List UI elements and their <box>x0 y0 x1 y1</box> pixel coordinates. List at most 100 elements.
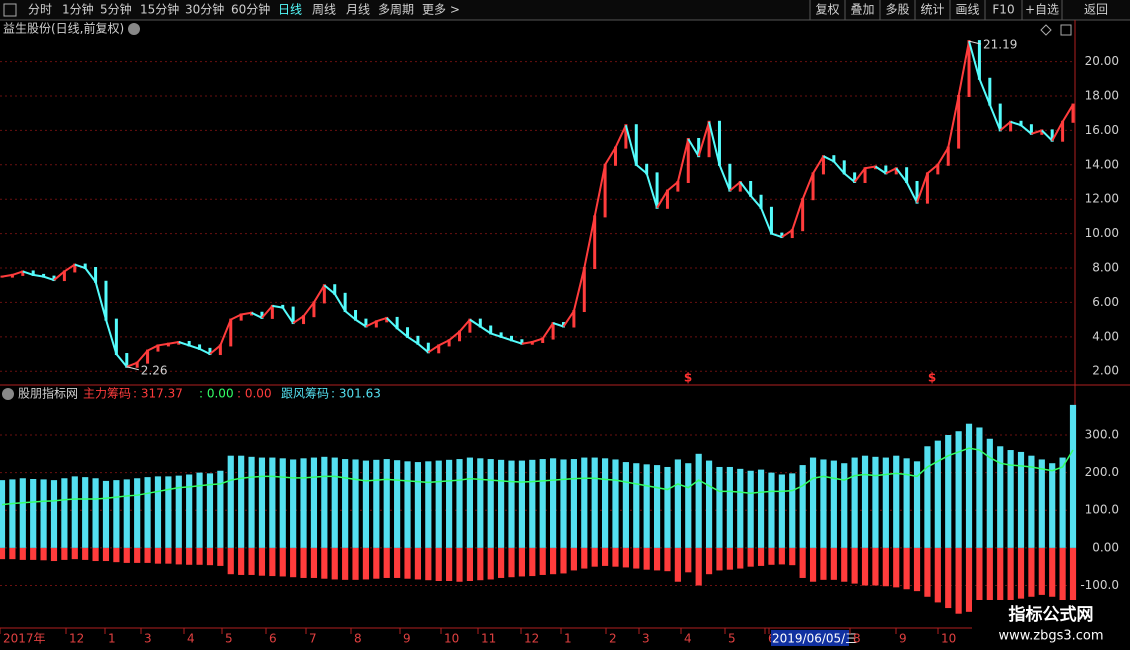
indicator-bar <box>643 464 650 548</box>
price-segment <box>147 344 159 352</box>
indicator-bar <box>269 547 276 577</box>
y-tick-label: 10.00 <box>1085 226 1119 240</box>
indicator-bar <box>570 459 577 548</box>
candle <box>395 316 399 330</box>
price-segment <box>354 318 367 328</box>
indicator-bar <box>1028 455 1035 548</box>
menu-icon[interactable] <box>3 3 17 17</box>
price-segment <box>521 341 533 345</box>
candle <box>686 137 690 183</box>
indicator-bar <box>695 547 702 586</box>
candle <box>104 280 108 321</box>
candle <box>218 344 222 356</box>
diamond-icon[interactable] <box>1040 24 1052 36</box>
date-label: 2019/06/05/三 <box>772 632 857 646</box>
indicator-bar <box>882 547 889 587</box>
indicator-bar <box>113 547 120 563</box>
annotation: 2.26 <box>141 363 168 377</box>
price-segment <box>84 267 97 283</box>
toolbar-button[interactable]: 复权 <box>815 3 839 17</box>
indicator-bar <box>362 547 370 580</box>
toolbar-button[interactable]: +自选 <box>1025 3 1059 17</box>
toolbar-item[interactable]: 日线 <box>278 3 302 17</box>
toolbar-button[interactable]: F10 <box>992 3 1014 17</box>
dropdown-icon[interactable] <box>2 388 14 400</box>
candle <box>62 270 66 282</box>
indicator-bar <box>352 459 359 548</box>
indicator-bar <box>768 547 775 565</box>
candle <box>42 273 46 278</box>
indicator-bar <box>550 547 557 575</box>
date-label: 4 <box>684 632 692 646</box>
panel-icon[interactable] <box>1060 24 1072 36</box>
toolbar-item[interactable]: 60分钟 <box>231 2 270 17</box>
y-tick-label: 6.00 <box>1092 295 1119 309</box>
toolbar-item[interactable]: 周线 <box>312 3 336 17</box>
dropdown-icon[interactable] <box>128 23 140 35</box>
toolbar-item[interactable]: 15分钟 <box>140 2 179 17</box>
price-segment <box>843 172 856 183</box>
price-segment <box>323 284 336 295</box>
indicator-bar <box>799 465 806 548</box>
indicator-bar <box>154 547 162 564</box>
toolbar-item[interactable]: 5分钟 <box>100 2 132 17</box>
indicator-bar <box>581 457 588 548</box>
toolbar-button[interactable]: 画线 <box>955 3 979 17</box>
price-segment <box>386 317 398 329</box>
candle <box>333 284 337 295</box>
indicator-bar <box>508 547 515 578</box>
candle <box>10 273 14 278</box>
toolbar-item[interactable]: 1分钟 <box>62 2 94 17</box>
price-segment <box>1031 129 1043 135</box>
y-tick-label: 16.00 <box>1085 123 1119 137</box>
indicator-bar <box>498 459 505 548</box>
indicator-bar <box>737 547 744 569</box>
indicator-bar <box>1007 547 1014 601</box>
indicator-bar <box>965 547 973 612</box>
candle <box>322 284 326 304</box>
toolbar-item[interactable]: 分时 <box>28 3 52 17</box>
toolbar-button[interactable]: 返回 <box>1084 3 1108 17</box>
toolbar-button[interactable]: 多股 <box>885 3 909 17</box>
indicator-bar <box>664 466 671 548</box>
indicator-bar <box>206 547 214 566</box>
date-label: 5 <box>225 632 233 646</box>
toolbar-item[interactable]: 30分钟 <box>185 2 224 17</box>
y-tick-label: 4.00 <box>1092 329 1119 343</box>
price-segment <box>136 349 149 364</box>
toolbar-button[interactable]: 叠加 <box>850 3 874 17</box>
candle <box>166 342 170 347</box>
candle <box>801 198 805 232</box>
indicator-bar <box>820 459 827 548</box>
price-segment <box>22 270 34 276</box>
candle <box>603 163 607 218</box>
toolbar-item[interactable]: 多周期 <box>378 3 414 17</box>
price-segment <box>1010 120 1022 127</box>
indicator-bar <box>40 479 47 548</box>
indicator-bar <box>882 457 889 548</box>
toolbar-item[interactable]: 更多 > <box>422 3 460 17</box>
watermark-title: 指标公式网 <box>1009 604 1094 625</box>
indicator-bar <box>705 547 713 575</box>
y-tick-label: 0.00 <box>1092 540 1119 554</box>
y-tick-label: -100.0 <box>1080 578 1119 592</box>
toolbar-item[interactable]: 月线 <box>346 3 370 17</box>
indicator-bar <box>934 440 941 548</box>
y-tick-label: 14.00 <box>1085 157 1119 171</box>
price-segment <box>365 320 377 328</box>
price-segment <box>1061 104 1074 123</box>
indicator-bar <box>248 456 255 548</box>
indicator-bar <box>913 547 921 592</box>
indicator-bar <box>789 547 796 566</box>
price-segment <box>63 263 76 273</box>
indicator-bar <box>61 547 68 560</box>
price-segment <box>885 167 897 175</box>
y-tick-label: 200.0 <box>1085 465 1119 479</box>
toolbar-button[interactable]: 统计 <box>920 3 944 17</box>
candle <box>510 335 514 342</box>
indicator-bar <box>653 547 661 571</box>
signal-marker: $ <box>928 371 936 385</box>
price-segment <box>781 229 793 238</box>
price-segment <box>1051 121 1064 142</box>
indicator-bar <box>154 476 162 548</box>
